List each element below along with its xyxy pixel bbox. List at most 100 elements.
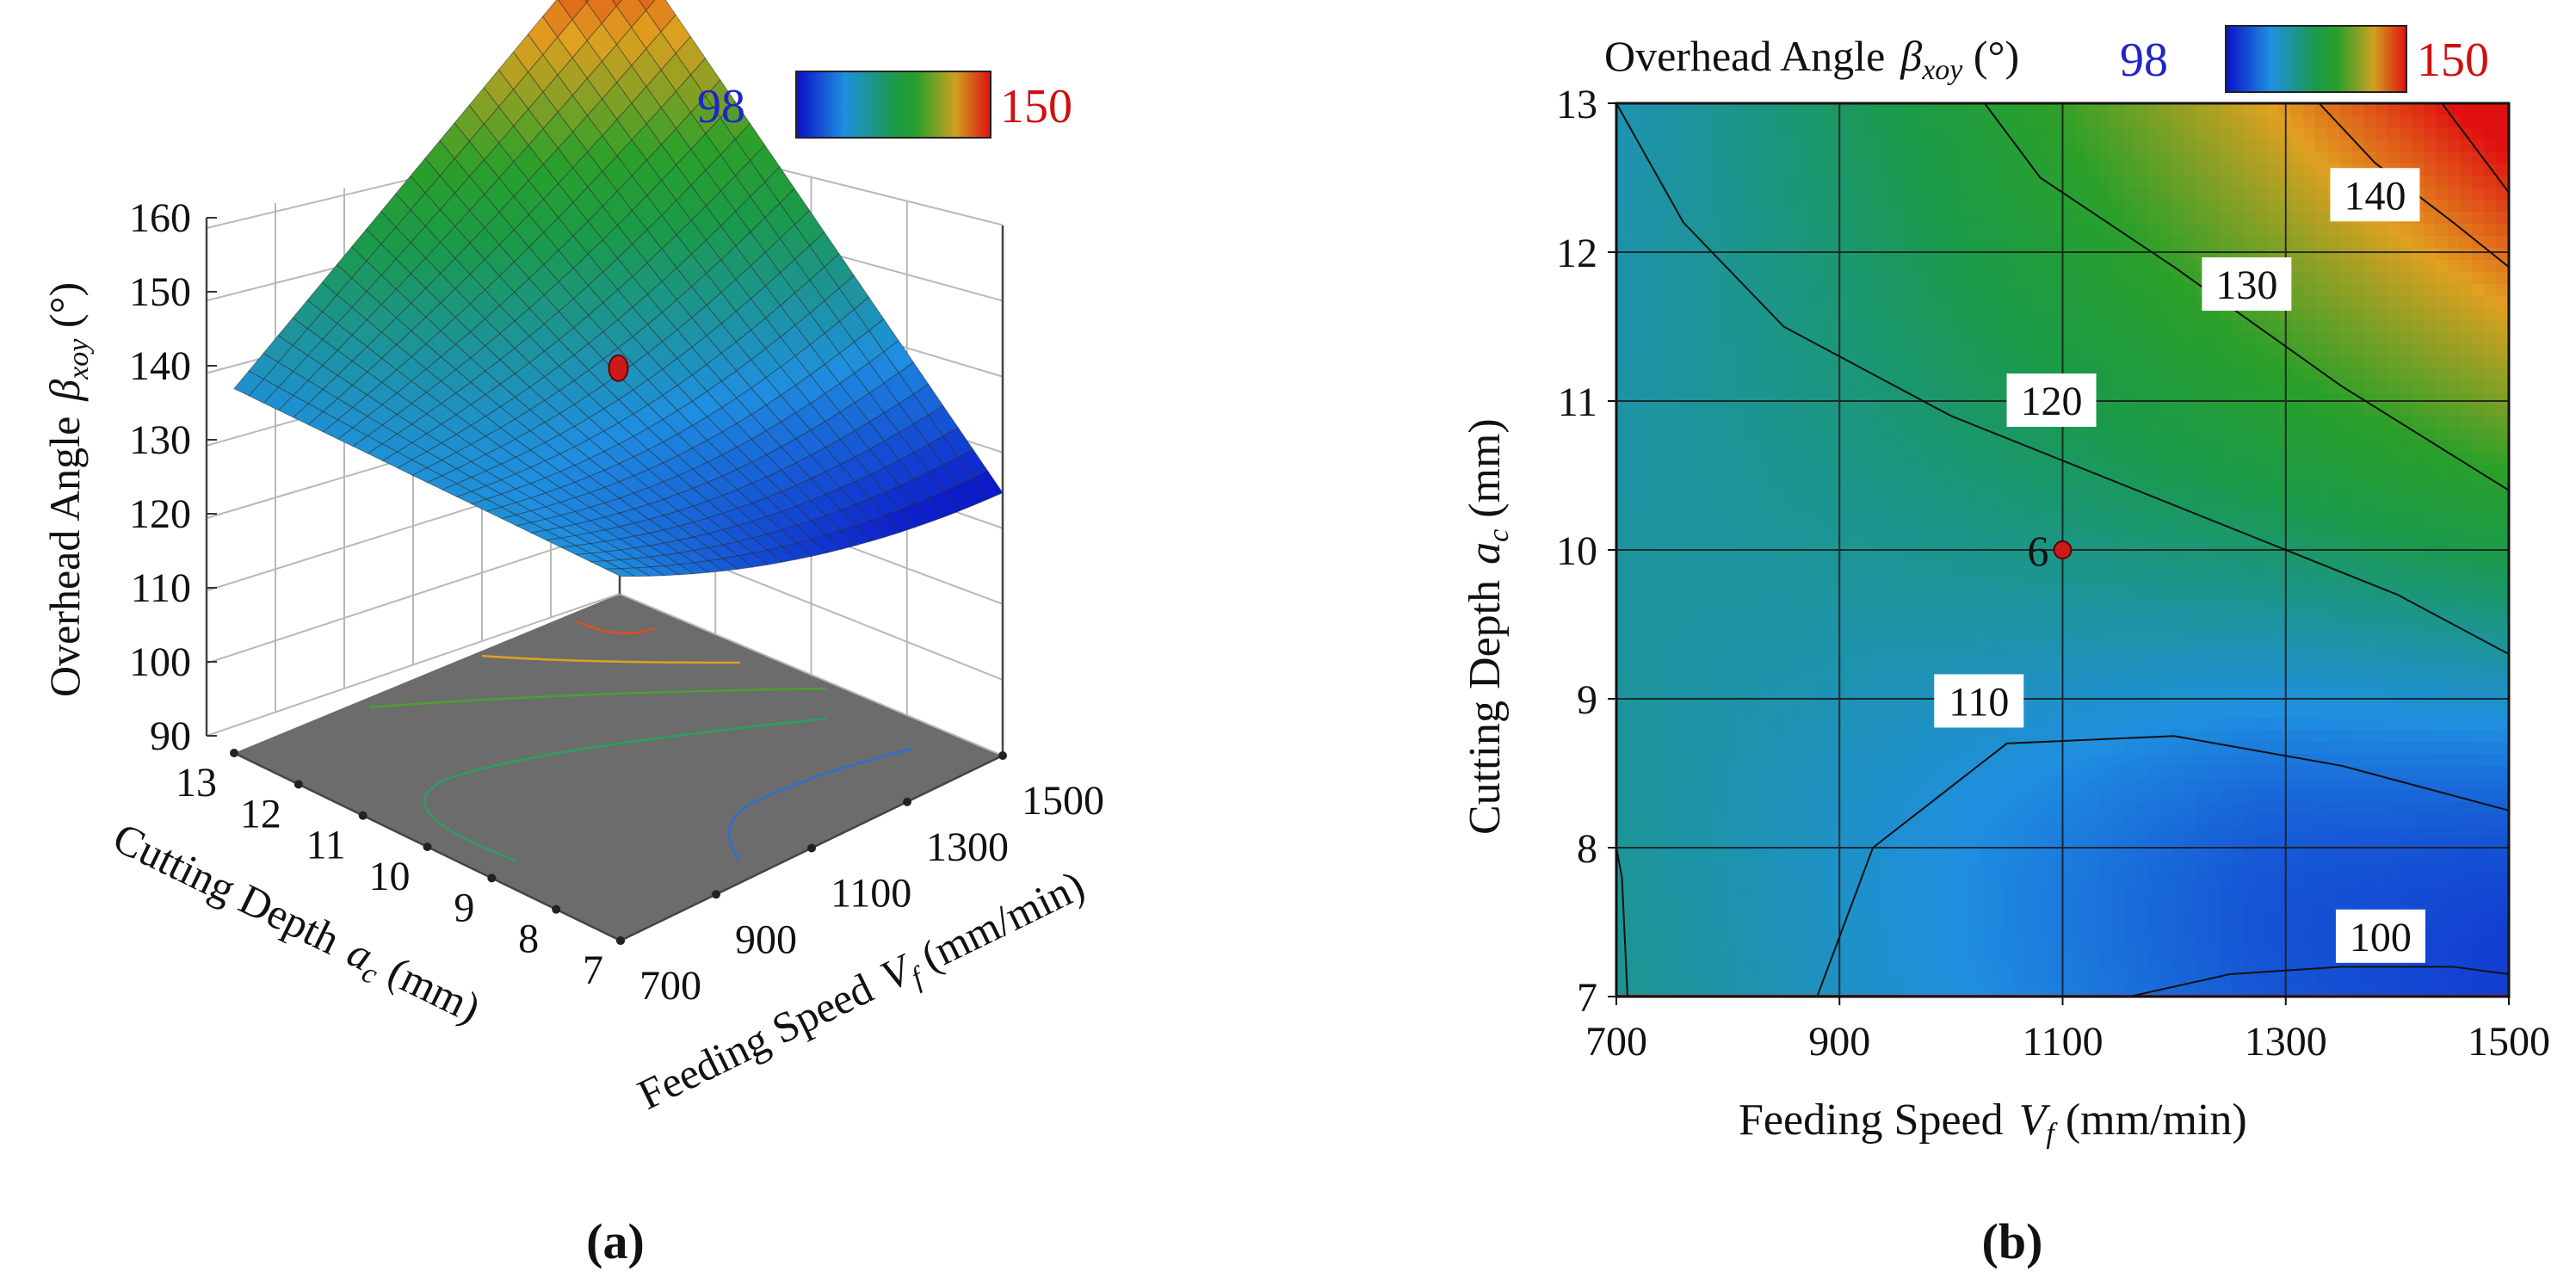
contour-cell <box>1930 645 1943 658</box>
contour-cell <box>1677 886 1690 899</box>
contour-cell <box>2195 320 2208 333</box>
contour-cell <box>1809 176 1822 188</box>
contour-cell <box>1845 706 1858 719</box>
contour-cell <box>1773 862 1786 875</box>
contour-cell <box>1954 272 1967 285</box>
contour-cell <box>2159 453 2171 466</box>
contour-cell <box>2002 344 2015 357</box>
z-tick-label: 90 <box>150 713 191 759</box>
contour-cell <box>1725 139 1738 152</box>
contour-cell <box>1954 790 1967 803</box>
contour-cell <box>1761 489 1774 502</box>
contour-cell <box>1628 923 1641 935</box>
contour-cell <box>1616 573 1629 586</box>
contour-cell <box>1942 477 1955 490</box>
contour-cell <box>2074 959 2087 972</box>
contour-cell <box>2038 983 2051 996</box>
contour-cell <box>2134 657 2147 670</box>
contour-cell <box>2207 344 2220 357</box>
contour-cell <box>2074 549 2087 562</box>
contour-cell <box>1761 296 1774 309</box>
contour-cell <box>2122 284 2135 297</box>
contour-cell <box>1821 898 1834 911</box>
contour-cell <box>1640 694 1653 707</box>
contour-cell <box>2255 188 2268 201</box>
contour-cell <box>2291 151 2304 164</box>
contour-cell <box>2171 188 2184 201</box>
contour-cell <box>1930 754 1943 767</box>
contour-cell <box>1749 923 1762 935</box>
contour-cell <box>1665 766 1677 779</box>
contour-cell <box>1809 706 1822 719</box>
contour-cell <box>1725 248 1738 261</box>
contour-cell <box>2134 742 2147 755</box>
contour-cell <box>1677 862 1690 875</box>
contour-cell <box>1797 284 1810 297</box>
contour-cell <box>1713 127 1726 140</box>
contour-cell <box>1797 609 1810 622</box>
contour-cell <box>2038 501 2051 514</box>
contour-cell <box>2219 947 2232 960</box>
contour-cell <box>2243 838 2256 851</box>
contour-cell <box>2098 706 2111 719</box>
contour-cell <box>1857 200 1870 213</box>
contour-cell <box>2147 224 2159 237</box>
contour-cell <box>2026 670 2039 682</box>
contour-cell <box>1785 983 1798 996</box>
contour-cell <box>1881 730 1894 743</box>
contour-cell <box>1845 935 1858 948</box>
contour-cell <box>1978 465 1991 478</box>
contour-cell <box>1906 838 1918 851</box>
contour-cell <box>2231 356 2244 369</box>
colorbar <box>795 71 991 139</box>
contour-cell <box>1785 537 1798 550</box>
contour-cell <box>1942 898 1955 911</box>
contour-cell <box>2026 657 2039 670</box>
contour-cell <box>1881 633 1894 646</box>
contour-cell <box>1797 441 1810 454</box>
contour-cell <box>2147 344 2159 357</box>
contour-cell <box>2195 983 2208 996</box>
contour-cell <box>2062 248 2075 261</box>
contour-cell <box>2195 525 2208 538</box>
contour-cell <box>1665 621 1677 634</box>
contour-cell <box>1665 935 1677 948</box>
contour-cell <box>1737 850 1750 863</box>
contour-cell <box>2267 874 2280 887</box>
contour-cell <box>2207 935 2220 948</box>
contour-cell <box>2183 176 2196 188</box>
contour-cell <box>1942 850 1955 863</box>
z-tick-label: 150 <box>129 269 191 315</box>
contour-cell <box>2002 850 2015 863</box>
contour-cell <box>1869 971 1882 984</box>
contour-cell <box>1652 826 1665 839</box>
contour-cell <box>1689 935 1702 948</box>
contour-cell <box>2291 212 2304 225</box>
contour-cell <box>1893 139 1906 152</box>
contour-cell <box>1677 404 1690 417</box>
contour-cell <box>1761 429 1774 441</box>
contour-cell <box>2086 682 2099 694</box>
contour-cell <box>2074 597 2087 610</box>
contour-cell <box>2267 742 2280 755</box>
contour-cell <box>2159 176 2171 188</box>
contour-cell <box>1701 754 1714 767</box>
contour-cell <box>2086 718 2099 731</box>
contour-cell <box>1677 983 1690 996</box>
contour-cell <box>1640 139 1653 152</box>
contour-cell <box>2243 718 2256 731</box>
contour-cell <box>2183 911 2196 923</box>
contour-cell <box>1761 886 1774 899</box>
contour-cell <box>1701 368 1714 381</box>
contour-cell <box>1845 151 1858 164</box>
contour-cell <box>2243 766 2256 779</box>
contour-cell <box>2074 151 2087 164</box>
contour-cell <box>1845 212 1858 225</box>
z-tick-label: 120 <box>129 491 191 537</box>
contour-cell <box>2255 332 2268 345</box>
contour-cell <box>1689 718 1702 731</box>
contour-cell <box>2038 585 2051 598</box>
contour-cell <box>1797 657 1810 670</box>
contour-cell <box>2147 320 2159 333</box>
contour-cell <box>1713 862 1726 875</box>
